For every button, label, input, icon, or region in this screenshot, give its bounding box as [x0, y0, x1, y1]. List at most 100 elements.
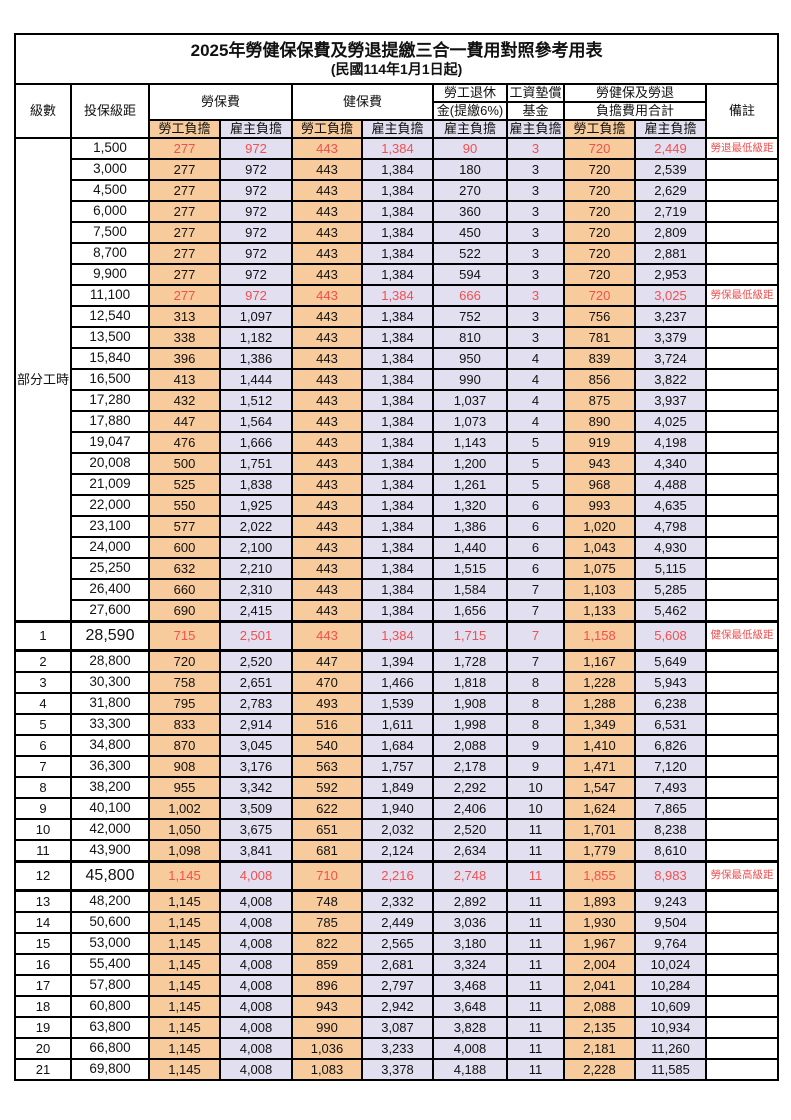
- table-row: 12,540 313 1,097 443 1,384 752 3 756 3,237: [15, 305, 780, 328]
- note-cell: [704, 776, 780, 799]
- labor-employer-cell: 4,008: [219, 889, 293, 913]
- health-employer-cell: 1,384: [361, 473, 434, 496]
- wage-fund-cell: 6: [506, 515, 565, 538]
- total-employer-cell: 3,937: [634, 389, 707, 412]
- bracket-cell: 66,800: [70, 1037, 150, 1060]
- level-cell: 11: [14, 839, 72, 863]
- labor-employee-cell: 277: [148, 263, 221, 286]
- wage-fund-cell: 11: [506, 1037, 565, 1060]
- bracket-cell: 13,500: [70, 326, 150, 349]
- wage-fund-cell: 7: [506, 578, 565, 601]
- total-employer-cell: 10,934: [634, 1016, 707, 1039]
- labor-employee-cell: 660: [148, 578, 221, 601]
- level-cell: 14: [14, 911, 72, 934]
- labor-employee-cell: 1,145: [148, 1037, 221, 1060]
- pension-cell: 360: [432, 200, 508, 223]
- total-employer-cell: 4,930: [634, 536, 707, 559]
- total-employer-cell: 10,284: [634, 974, 707, 997]
- labor-employer-cell: 2,501: [219, 620, 293, 652]
- bracket-cell: 28,590: [70, 620, 150, 652]
- level-cell: 15: [14, 932, 72, 955]
- table-row: 21,009 525 1,838 443 1,384 1,261 5 968 4,488: [15, 473, 780, 496]
- table-row: 1 28,590 715 2,501 443 1,384 1,715 7 1,158 5,608 健…: [14, 620, 780, 652]
- total-employee-cell: 1,043: [563, 536, 636, 559]
- total-employee-cell: 756: [563, 305, 636, 328]
- labor-employer-cell: 972: [219, 200, 293, 223]
- labor-employee-cell: 1,145: [148, 911, 221, 934]
- total-employer-cell: 6,531: [634, 713, 707, 736]
- total-employee-cell: 1,410: [563, 734, 636, 757]
- level-cell: 19: [14, 1016, 72, 1039]
- bracket-cell: 22,000: [70, 494, 150, 517]
- health-employer-cell: 1,466: [361, 671, 434, 694]
- pension-cell: 1,440: [432, 536, 508, 559]
- level-cell: 3: [14, 671, 72, 694]
- health-employer-cell: 1,539: [361, 692, 434, 715]
- table-row: 27,600 690 2,415 443 1,384 1,656 7 1,133 5,462: [15, 599, 780, 623]
- labor-employer-cell: 1,838: [219, 473, 293, 496]
- labor-employer-cell: 4,008: [219, 974, 293, 997]
- pension-cell: 1,386: [432, 515, 508, 538]
- health-employee-cell: 990: [291, 1016, 363, 1039]
- bracket-cell: 28,800: [70, 649, 150, 673]
- health-employer-cell: 1,384: [361, 431, 434, 454]
- health-employee-cell: 443: [291, 284, 363, 307]
- health-employer-cell: 1,384: [361, 242, 434, 265]
- bracket-cell: 31,800: [70, 692, 150, 715]
- note-cell: [704, 599, 780, 623]
- table-row: 13,500 338 1,182 443 1,384 810 3 781 3,379: [15, 326, 780, 349]
- note-cell: [704, 242, 780, 265]
- pension-cell: 950: [432, 347, 508, 370]
- bracket-cell: 63,800: [70, 1016, 150, 1039]
- total-employer-cell: 2,881: [634, 242, 707, 265]
- table-row: 11 43,900 1,098 3,841 681 2,124 2,634 11 1,779 8,…: [14, 839, 780, 863]
- note-cell: [704, 995, 780, 1018]
- labor-employer-cell: 1,182: [219, 326, 293, 349]
- total-employee-cell: 1,893: [563, 889, 636, 913]
- labor-employer-cell: 1,444: [219, 368, 293, 391]
- bracket-cell: 17,880: [70, 410, 150, 433]
- total-employer-cell: 3,724: [634, 347, 707, 370]
- labor-employer-cell: 3,045: [219, 734, 293, 757]
- wage-fund-cell: 6: [506, 557, 565, 580]
- labor-employee-cell: 396: [148, 347, 221, 370]
- note-cell: [704, 578, 780, 601]
- total-employer-cell: 7,493: [634, 776, 707, 799]
- wage-fund-cell: 3: [506, 242, 565, 265]
- labor-employee-cell: 413: [148, 368, 221, 391]
- bracket-cell: 6,000: [70, 200, 150, 223]
- level-cell: 4: [14, 692, 72, 715]
- table-row: 23,100 577 2,022 443 1,384 1,386 6 1,020 4,798: [15, 515, 780, 538]
- total-employer-cell: 10,024: [634, 953, 707, 976]
- note-cell: [704, 494, 780, 517]
- labor-employee-cell: 432: [148, 389, 221, 412]
- labor-employer-cell: 4,008: [219, 911, 293, 934]
- total-employee-cell: 1,779: [563, 839, 636, 863]
- pension-cell: 180: [432, 158, 508, 181]
- wage-fund-cell: 3: [506, 179, 565, 202]
- labor-employer-cell: 1,751: [219, 452, 293, 475]
- note-cell: [704, 347, 780, 370]
- bracket-cell: 23,100: [70, 515, 150, 538]
- note-cell: [704, 911, 780, 934]
- level-cell: 7: [14, 755, 72, 778]
- total-employer-cell: 2,629: [634, 179, 707, 202]
- table-row: 20 66,800 1,145 4,008 1,036 3,233 4,008 11 2,181…: [14, 1037, 780, 1060]
- total-employer-cell: 10,609: [634, 995, 707, 1018]
- wage-fund-cell: 11: [506, 860, 565, 892]
- health-employer-cell: 2,565: [361, 932, 434, 955]
- health-employee-cell: 470: [291, 671, 363, 694]
- subheader-pension-employer: 雇主負擔: [432, 119, 508, 139]
- labor-employer-cell: 2,415: [219, 599, 293, 623]
- health-employee-cell: 859: [291, 953, 363, 976]
- note-cell: [704, 932, 780, 955]
- health-employee-cell: 443: [291, 179, 363, 202]
- subheader-total-employee: 勞工負擔: [563, 119, 636, 139]
- health-employer-cell: 1,384: [361, 452, 434, 475]
- total-employee-cell: 1,855: [563, 860, 636, 892]
- health-employer-cell: 1,684: [361, 734, 434, 757]
- labor-employer-cell: 972: [219, 242, 293, 265]
- health-employee-cell: 681: [291, 839, 363, 863]
- level-cell: 2: [14, 649, 72, 673]
- labor-employee-cell: 690: [148, 599, 221, 623]
